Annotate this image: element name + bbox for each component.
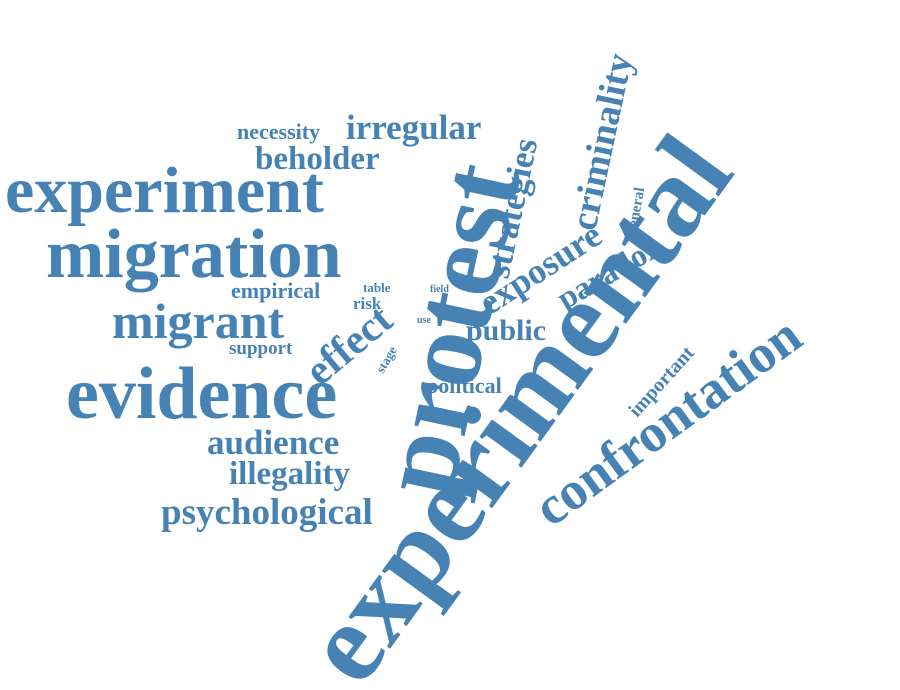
word-risk: risk bbox=[353, 294, 382, 313]
word-migrant: migrant bbox=[112, 293, 285, 349]
word-beholder: beholder bbox=[255, 141, 380, 177]
word-political: political bbox=[426, 373, 502, 398]
word-migration: migration bbox=[46, 216, 342, 293]
word-audience: audience bbox=[207, 423, 339, 462]
word-public: public bbox=[466, 314, 546, 347]
word-evidence: evidence bbox=[66, 353, 337, 435]
word-support: support bbox=[229, 338, 293, 359]
word-experiment: experiment bbox=[5, 154, 324, 227]
word-field: field bbox=[430, 284, 449, 295]
word-psychological: psychological bbox=[161, 492, 373, 533]
word-illegality: illegality bbox=[229, 456, 350, 492]
word-table: table bbox=[363, 280, 391, 295]
word-empirical: empirical bbox=[231, 278, 320, 303]
word-use: use bbox=[417, 315, 431, 326]
word-necessity: necessity bbox=[237, 119, 320, 144]
word-irregular: irregular bbox=[346, 108, 481, 147]
